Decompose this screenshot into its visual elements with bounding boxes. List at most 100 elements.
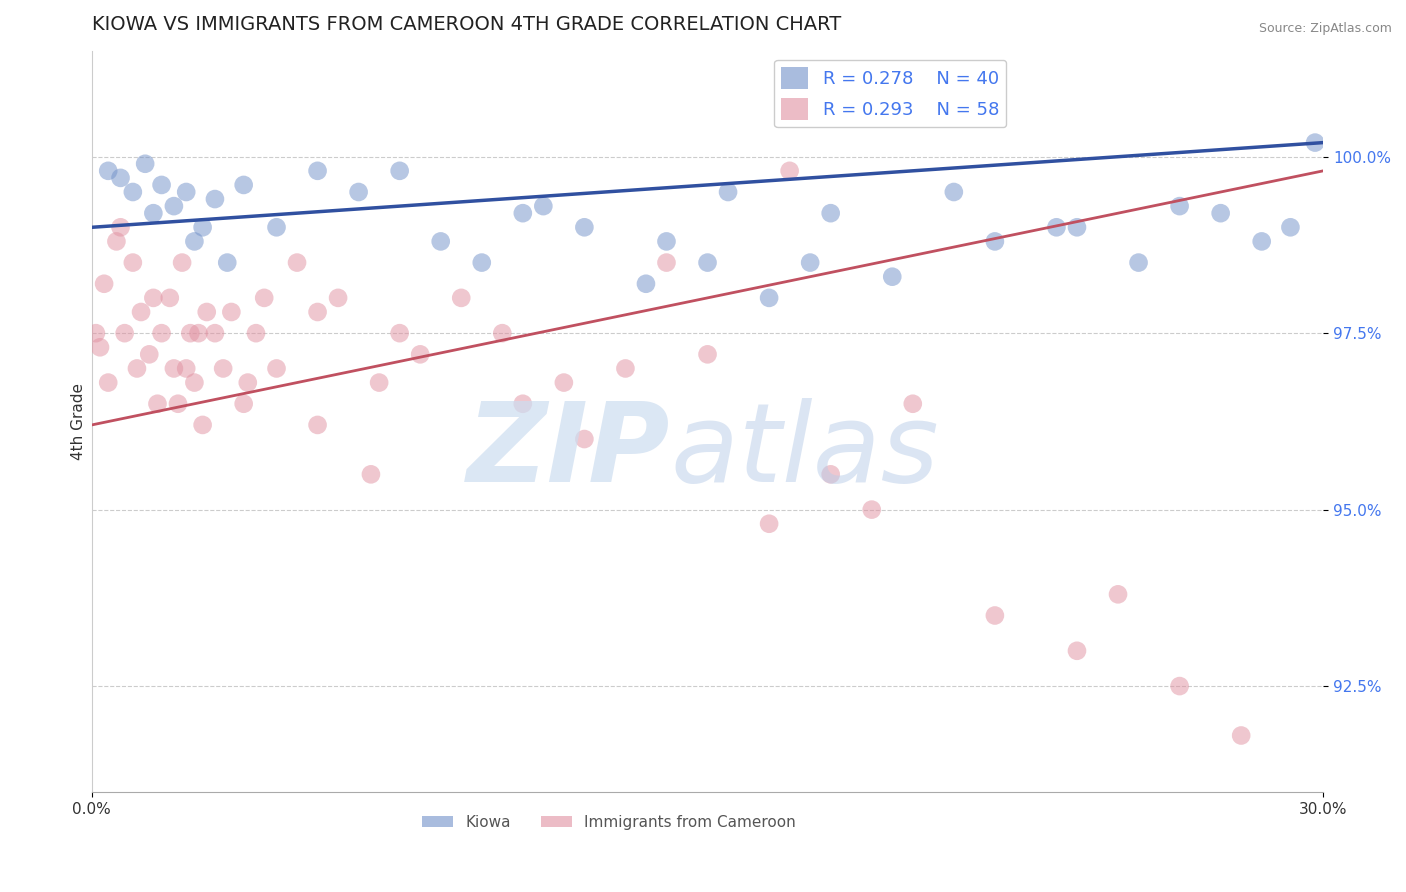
Point xyxy=(253,291,276,305)
Point xyxy=(110,170,132,185)
Point xyxy=(1303,136,1326,150)
Point xyxy=(150,326,173,341)
Point xyxy=(174,361,197,376)
Point xyxy=(125,361,148,376)
Point xyxy=(634,277,657,291)
Point xyxy=(779,164,801,178)
Point xyxy=(1230,729,1253,743)
Point xyxy=(491,326,513,341)
Point xyxy=(129,305,152,319)
Point xyxy=(574,220,596,235)
Point xyxy=(97,376,120,390)
Point xyxy=(512,206,534,220)
Point xyxy=(174,185,197,199)
Point xyxy=(217,255,239,269)
Point xyxy=(150,178,173,192)
Point xyxy=(146,397,169,411)
Point xyxy=(138,347,160,361)
Point xyxy=(799,255,821,269)
Text: Source: ZipAtlas.com: Source: ZipAtlas.com xyxy=(1258,22,1392,36)
Point xyxy=(450,291,472,305)
Point xyxy=(114,326,136,341)
Point xyxy=(1128,255,1150,269)
Point xyxy=(195,305,218,319)
Point xyxy=(191,220,214,235)
Point xyxy=(191,417,214,432)
Point xyxy=(307,305,329,319)
Point xyxy=(388,164,411,178)
Point xyxy=(204,192,226,206)
Point xyxy=(285,255,308,269)
Point xyxy=(97,164,120,178)
Point xyxy=(1168,199,1191,213)
Point xyxy=(159,291,181,305)
Point xyxy=(574,432,596,446)
Point xyxy=(245,326,267,341)
Point xyxy=(388,326,411,341)
Point xyxy=(212,361,235,376)
Point xyxy=(531,199,554,213)
Legend: Kiowa, Immigrants from Cameroon: Kiowa, Immigrants from Cameroon xyxy=(416,809,801,836)
Point xyxy=(512,397,534,411)
Point xyxy=(105,235,128,249)
Point xyxy=(110,220,132,235)
Point xyxy=(1168,679,1191,693)
Point xyxy=(1209,206,1232,220)
Point xyxy=(696,255,718,269)
Point xyxy=(758,516,780,531)
Point xyxy=(93,277,115,291)
Point xyxy=(942,185,965,199)
Point xyxy=(820,467,842,482)
Point xyxy=(984,608,1007,623)
Y-axis label: 4th Grade: 4th Grade xyxy=(72,383,86,460)
Point xyxy=(1107,587,1129,601)
Point xyxy=(1250,235,1272,249)
Point xyxy=(614,361,637,376)
Point xyxy=(163,361,186,376)
Point xyxy=(232,397,254,411)
Point xyxy=(187,326,209,341)
Point xyxy=(860,502,883,516)
Point xyxy=(1066,220,1088,235)
Point xyxy=(1045,220,1067,235)
Point xyxy=(1066,644,1088,658)
Point xyxy=(717,185,740,199)
Point xyxy=(183,235,205,249)
Text: ZIP: ZIP xyxy=(467,398,671,505)
Point xyxy=(134,157,156,171)
Point xyxy=(820,206,842,220)
Point xyxy=(142,291,165,305)
Point xyxy=(179,326,201,341)
Point xyxy=(232,178,254,192)
Point xyxy=(360,467,382,482)
Point xyxy=(655,255,678,269)
Point xyxy=(368,376,391,390)
Text: atlas: atlas xyxy=(671,398,939,505)
Point xyxy=(163,199,186,213)
Point xyxy=(758,291,780,305)
Point xyxy=(984,235,1007,249)
Point xyxy=(221,305,243,319)
Point xyxy=(307,417,329,432)
Text: KIOWA VS IMMIGRANTS FROM CAMEROON 4TH GRADE CORRELATION CHART: KIOWA VS IMMIGRANTS FROM CAMEROON 4TH GR… xyxy=(91,15,841,34)
Point xyxy=(409,347,432,361)
Point xyxy=(326,291,349,305)
Point xyxy=(901,397,924,411)
Point xyxy=(142,206,165,220)
Point xyxy=(266,220,288,235)
Point xyxy=(236,376,259,390)
Point xyxy=(307,164,329,178)
Point xyxy=(121,185,143,199)
Point xyxy=(655,235,678,249)
Point xyxy=(167,397,190,411)
Point xyxy=(204,326,226,341)
Point xyxy=(183,376,205,390)
Point xyxy=(266,361,288,376)
Point xyxy=(347,185,370,199)
Point xyxy=(1279,220,1302,235)
Point xyxy=(121,255,143,269)
Point xyxy=(429,235,451,249)
Point xyxy=(696,347,718,361)
Point xyxy=(882,269,904,284)
Point xyxy=(89,340,111,354)
